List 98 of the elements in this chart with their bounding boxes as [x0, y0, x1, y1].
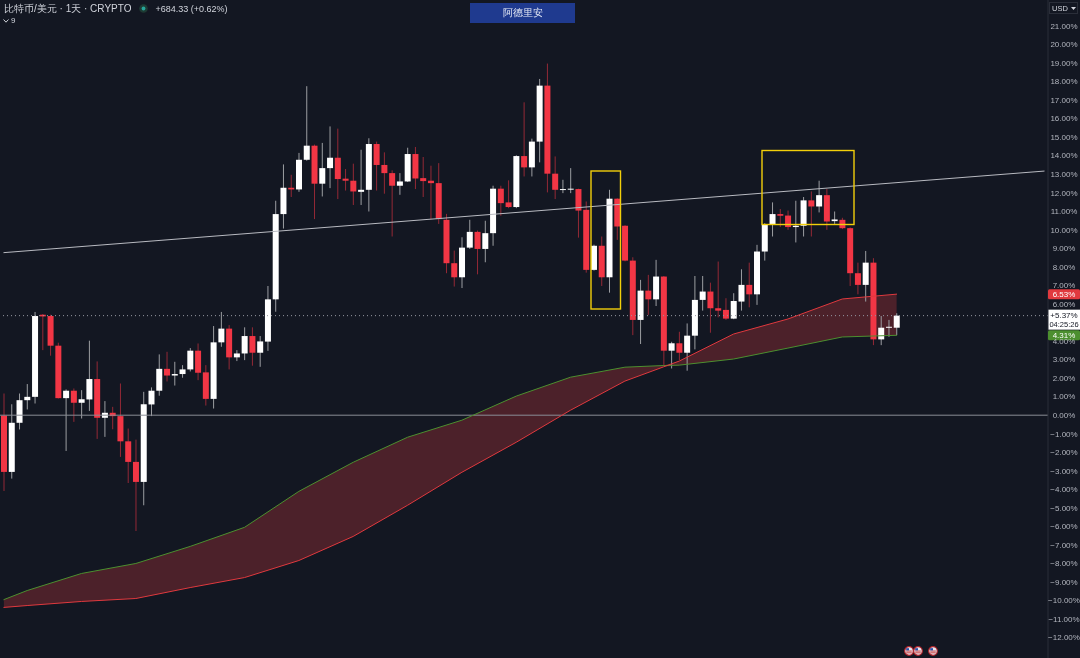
line-series [3, 334, 898, 601]
y-tick-label: −6.00% [1050, 522, 1078, 532]
candlestick [420, 156, 427, 198]
annotation: 阿德里安 [502, 6, 543, 20]
candlestick [164, 351, 171, 382]
candlestick [195, 342, 202, 381]
candlestick [746, 262, 753, 308]
candlestick [396, 172, 403, 196]
y-tick-label: −10.00% [1048, 596, 1080, 606]
candlestick [862, 250, 869, 303]
candlestick [16, 393, 23, 430]
y-tick-label: 1.00% [1052, 392, 1076, 402]
y-tick-label: 19.00% [1050, 58, 1078, 68]
candlestick [816, 180, 823, 213]
candlestick [319, 142, 326, 197]
y-tick-label: 8.00% [1052, 262, 1076, 272]
y-tick-label: 6.00% [1052, 299, 1076, 309]
candlestick [831, 210, 838, 225]
candlestick [342, 168, 349, 192]
candlestick [684, 322, 691, 372]
candlestick [482, 220, 489, 263]
candlestick [257, 335, 264, 368]
y-tick-label: −2.00% [1050, 448, 1078, 458]
candlestick [78, 389, 85, 420]
y-tick-label: 11.00% [1050, 207, 1078, 217]
candlestick [505, 179, 512, 209]
annotation: 9 [11, 16, 16, 25]
candlestick [156, 353, 163, 397]
candlestick [699, 275, 706, 312]
candlestick [575, 188, 582, 239]
candlestick [808, 190, 815, 238]
candlestick [497, 185, 504, 217]
y-tick-label: −9.00% [1050, 577, 1078, 587]
candlestick [451, 250, 458, 288]
y-tick-label: 0.00% [1052, 410, 1076, 420]
candlestick [715, 261, 722, 318]
candlestick [334, 128, 341, 200]
candlestick [521, 101, 528, 177]
candlestick [389, 169, 396, 238]
candlestick [241, 326, 248, 361]
candlestick [125, 428, 132, 484]
candlestick [567, 167, 574, 194]
candlestick [854, 262, 861, 295]
candlestick [350, 163, 357, 206]
candlestick [466, 219, 473, 250]
candlestick [303, 85, 310, 162]
button: 阿德里安 [470, 3, 575, 23]
candlestick [653, 259, 660, 307]
y-tick-label: 20.00% [1050, 40, 1078, 50]
y-tick-label: −11.00% [1048, 614, 1080, 624]
y-tick-label: −1.00% [1050, 429, 1078, 439]
y-tick-label: 13.00% [1050, 170, 1078, 180]
ref-line-label: +5.37% [1050, 311, 1078, 321]
y-tick-label: −5.00% [1050, 503, 1078, 513]
candlestick [722, 297, 729, 321]
candlestick [24, 383, 31, 410]
candlestick [676, 331, 683, 361]
candlestick [645, 274, 652, 316]
y-tick-label: −7.00% [1050, 540, 1078, 550]
candlestick [381, 151, 388, 195]
y-tick-label: 10.00% [1050, 225, 1078, 235]
y-tick-label: 2.00% [1052, 373, 1076, 383]
candlestick [552, 155, 559, 200]
y-tick-label: 12.00% [1050, 188, 1078, 198]
y-tick-label: 17.00% [1050, 95, 1078, 105]
candlestick [668, 341, 675, 369]
candlestick [132, 439, 139, 532]
y-tick-label: 21.00% [1050, 21, 1078, 31]
candlestick [358, 149, 365, 206]
y-tick-label: −8.00% [1050, 559, 1078, 569]
candlestick [559, 179, 566, 194]
y-tick-label: 15.00% [1050, 132, 1078, 142]
candlestick [233, 349, 240, 362]
y-tick-label: 18.00% [1050, 77, 1078, 87]
candlestick [171, 361, 178, 387]
candlestick [885, 319, 892, 338]
y-tick-label: 16.00% [1050, 114, 1078, 124]
candlestick [187, 347, 194, 372]
candlestick [373, 141, 380, 192]
candlestick [769, 201, 776, 238]
chart-subtitle: +684.33 (+0.62%) [155, 3, 228, 14]
y-tick-label: 7.00% [1052, 281, 1076, 291]
candlestick [474, 230, 481, 275]
annotation: 6.53% [1052, 289, 1076, 299]
y-tick-label: −4.00% [1050, 485, 1078, 495]
candlestick [70, 388, 77, 423]
candlestick [63, 388, 70, 452]
y-tick-label: 14.00% [1050, 151, 1078, 161]
y-tick-label: −3.00% [1050, 466, 1078, 476]
candlestick [148, 386, 155, 417]
y-tick-label: −12.00% [1048, 633, 1080, 643]
candlestick [707, 282, 714, 334]
candlestick [249, 326, 256, 367]
y-tick-label: 9.00% [1052, 244, 1076, 254]
candlestick [327, 125, 334, 189]
chart-title: 比特币/美元 · 1天 · CRYPTO [4, 1, 132, 16]
candlestick [86, 340, 93, 412]
y-tick-label: 3.00% [1052, 355, 1076, 365]
